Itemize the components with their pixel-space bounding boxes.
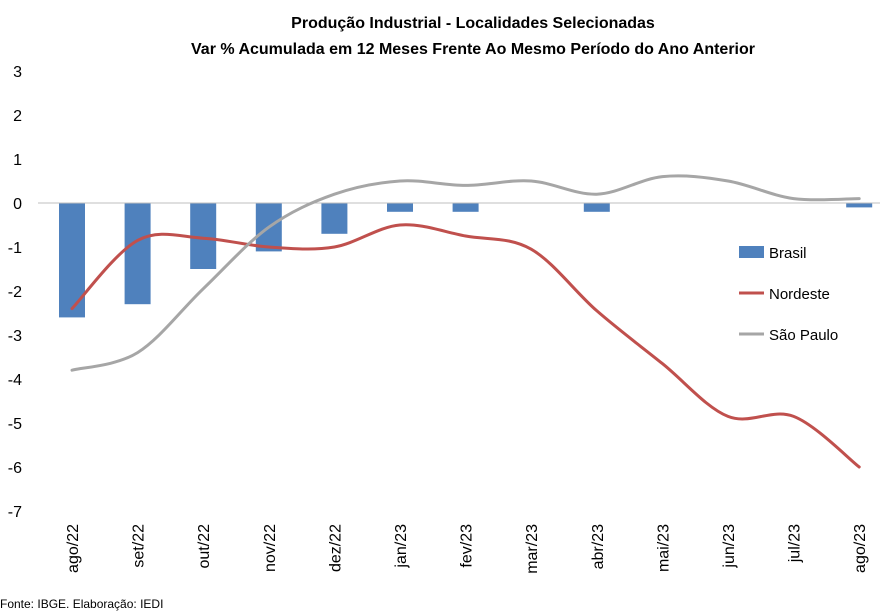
source-note: Fonte: IBGE. Elaboração: IEDI: [0, 597, 164, 611]
y-tick-label: -1: [8, 240, 22, 257]
bar-series: [59, 203, 873, 318]
y-tick-label: -6: [8, 460, 22, 477]
legend-swatch-bar: [739, 246, 764, 258]
y-tick-label: 1: [13, 152, 22, 169]
bar-brasil-6: [452, 203, 479, 212]
x-tick-label: jun/23: [721, 524, 738, 569]
y-tick-label: -3: [8, 328, 22, 345]
y-tick-label: 3: [13, 64, 22, 81]
x-tick-label: nov/22: [262, 524, 279, 572]
line-sopaulo: [70, 174, 861, 372]
x-tick-label: abr/23: [590, 524, 607, 569]
chart-subtitle: Var % Acumulada em 12 Meses Frente Ao Me…: [191, 41, 755, 58]
y-tick-label: -4: [8, 372, 22, 389]
line-nordeste: [70, 223, 861, 469]
y-tick-label: -5: [8, 416, 22, 433]
x-tick-label: mar/23: [524, 524, 541, 574]
x-tick-label: jul/23: [787, 524, 804, 563]
x-tick-label: out/22: [196, 524, 213, 569]
legend-label: Nordeste: [769, 286, 830, 303]
bar-brasil-8: [583, 203, 610, 212]
y-tick-label: 0: [13, 196, 22, 213]
bar-brasil-5: [387, 203, 413, 212]
y-tick-label: 2: [13, 108, 22, 125]
x-tick-label: dez/22: [327, 524, 344, 572]
x-tick-label: ago/23: [852, 524, 869, 573]
x-tick-label: mai/23: [655, 524, 672, 572]
x-axis-ticks: ago/22 set/22 out/22 nov/22 dez/22 jan/23 fev/…: [65, 524, 869, 574]
x-tick-label: fev/23: [459, 524, 476, 568]
legend: Brasil Nordeste São Paulo: [739, 245, 838, 344]
legend-label: Brasil: [769, 245, 807, 262]
legend-label: São Paulo: [769, 327, 838, 344]
bar-brasil-4: [321, 203, 348, 234]
line-series: [70, 174, 861, 469]
x-tick-label: jan/23: [393, 524, 410, 569]
y-tick-label: -7: [8, 504, 22, 521]
y-tick-label: -2: [8, 284, 22, 301]
y-axis-ticks: 3 2 1 0 -1 -2 -3 -4 -5 -6 -7: [8, 64, 22, 521]
bar-brasil-12: [846, 203, 873, 208]
x-tick-label: ago/22: [65, 524, 82, 573]
chart-title: Produção Industrial - Localidades Seleci…: [291, 15, 655, 32]
x-tick-label: set/22: [131, 524, 148, 568]
bar-brasil-1: [124, 203, 151, 305]
